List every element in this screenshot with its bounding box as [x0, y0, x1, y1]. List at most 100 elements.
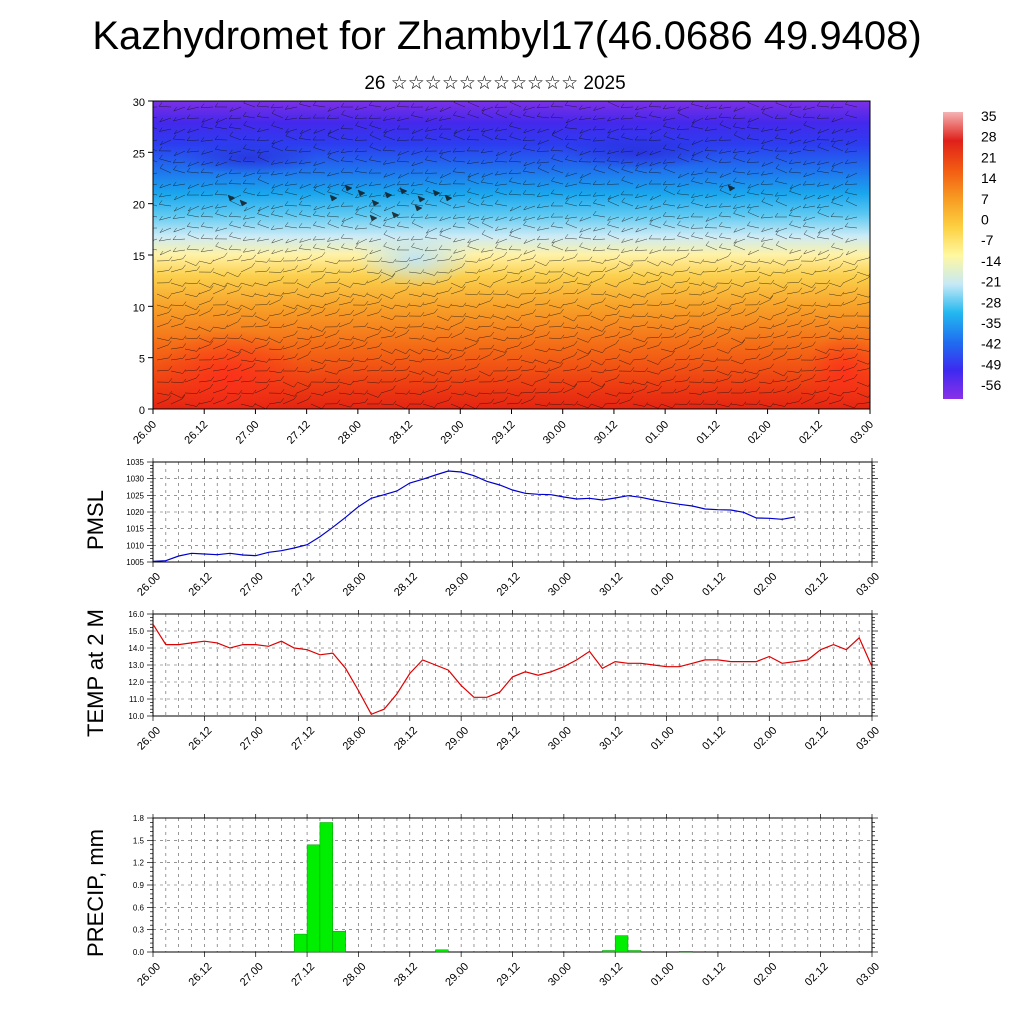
wind-barb [313, 172, 326, 174]
wind-barb [758, 299, 770, 306]
wind-barb [436, 326, 449, 331]
wind-barb [718, 158, 723, 163]
wind-barb [268, 279, 281, 284]
wind-barb [523, 115, 536, 119]
wind-barb [772, 271, 785, 274]
wind-barb [439, 149, 443, 154]
wind-barb [644, 402, 648, 407]
wind-barb [310, 304, 323, 308]
wind-barb [310, 335, 323, 339]
wind-barb [691, 122, 695, 127]
wind-barb [604, 304, 617, 310]
wind-barb [830, 103, 835, 109]
wind-barb [282, 345, 295, 350]
wind-barb [686, 311, 691, 316]
wind-barb [828, 266, 840, 273]
wind-barb [170, 392, 182, 399]
wind-barb [461, 262, 466, 268]
wind-barb [618, 399, 631, 405]
wind-barb [298, 200, 303, 205]
wind-barb [509, 150, 522, 156]
wind-barb [369, 238, 382, 243]
wind-barb [495, 161, 508, 163]
wind-barb [364, 357, 369, 363]
wind-barb [243, 120, 247, 126]
wind-barb [168, 278, 173, 283]
wind-barb [480, 159, 485, 164]
wind-barb [657, 285, 662, 290]
wind-barb [730, 312, 743, 317]
wind-barb [336, 278, 341, 283]
colorbar-label: 0 [981, 212, 989, 228]
wind-barb [587, 394, 592, 399]
wind-barb [578, 233, 583, 238]
wind-barb [212, 256, 225, 262]
wind-barb [560, 267, 565, 273]
wind-barb [438, 191, 443, 197]
colorbar-gradient [943, 112, 963, 399]
x-tick-label: 28.00 [341, 571, 369, 599]
wind-barb [868, 300, 870, 303]
wind-barb [226, 311, 239, 317]
cool-intrusion [355, 228, 475, 288]
wind-barb [173, 195, 178, 201]
wind-barb [747, 172, 760, 175]
wind-barb [856, 348, 869, 352]
wind-barb [341, 247, 354, 251]
wind-barb [369, 146, 382, 152]
wind-barb [410, 188, 415, 194]
precip-bar [293, 933, 308, 953]
wind-barb [845, 238, 858, 243]
colorbar-label: -56 [981, 377, 1001, 393]
wind-barb [607, 137, 620, 141]
wind-barb [574, 288, 579, 294]
wind-barb [243, 216, 256, 220]
wind-barb [366, 278, 379, 284]
wind-barb [534, 324, 547, 328]
wind-barb [523, 106, 527, 111]
wind-barb [607, 234, 620, 240]
wind-barb [618, 278, 631, 284]
wind-barb [173, 194, 186, 201]
wind-barb [620, 159, 625, 164]
wind-barb [153, 248, 158, 251]
wind-barb [615, 263, 620, 268]
wind-barb [467, 218, 472, 224]
x-tick-label: 27.00 [238, 725, 266, 753]
wind-barb [448, 396, 452, 401]
wind-barb [209, 340, 214, 345]
wind-barb [182, 343, 187, 348]
wind-barb [845, 216, 858, 220]
wind-barb [383, 173, 388, 178]
wind-barb [789, 128, 802, 134]
wind-barb [240, 282, 253, 287]
wind-barb [368, 201, 373, 207]
wind-barb [590, 381, 602, 388]
wind-barb [284, 222, 289, 227]
wind-barb [462, 286, 466, 291]
wind-barb [341, 137, 354, 141]
wind-barb [660, 260, 673, 266]
wind-barb [184, 269, 197, 273]
wind-barb [299, 194, 312, 200]
wind-barb [573, 383, 578, 389]
wind-barb [145, 171, 148, 175]
wind-barb [786, 378, 799, 383]
wind-barb [564, 101, 569, 106]
wind-barb [369, 134, 382, 141]
wind-barb [593, 194, 606, 197]
wind-barb [831, 161, 844, 167]
wind-barb [271, 249, 275, 254]
wind-barb [705, 171, 718, 174]
wind-pennant [414, 204, 423, 212]
wind-barb [644, 321, 649, 326]
wind-barb [256, 101, 261, 107]
wind-barb [744, 370, 757, 375]
wind-barb [840, 313, 845, 318]
y-tick-label: 15 [133, 251, 145, 263]
wind-barb [467, 173, 471, 178]
wind-barb [704, 104, 709, 109]
wind-barb [761, 242, 765, 247]
wind-barb [744, 260, 757, 264]
wind-barb [182, 319, 186, 324]
